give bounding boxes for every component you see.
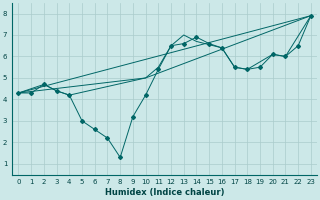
X-axis label: Humidex (Indice chaleur): Humidex (Indice chaleur) [105,188,224,197]
